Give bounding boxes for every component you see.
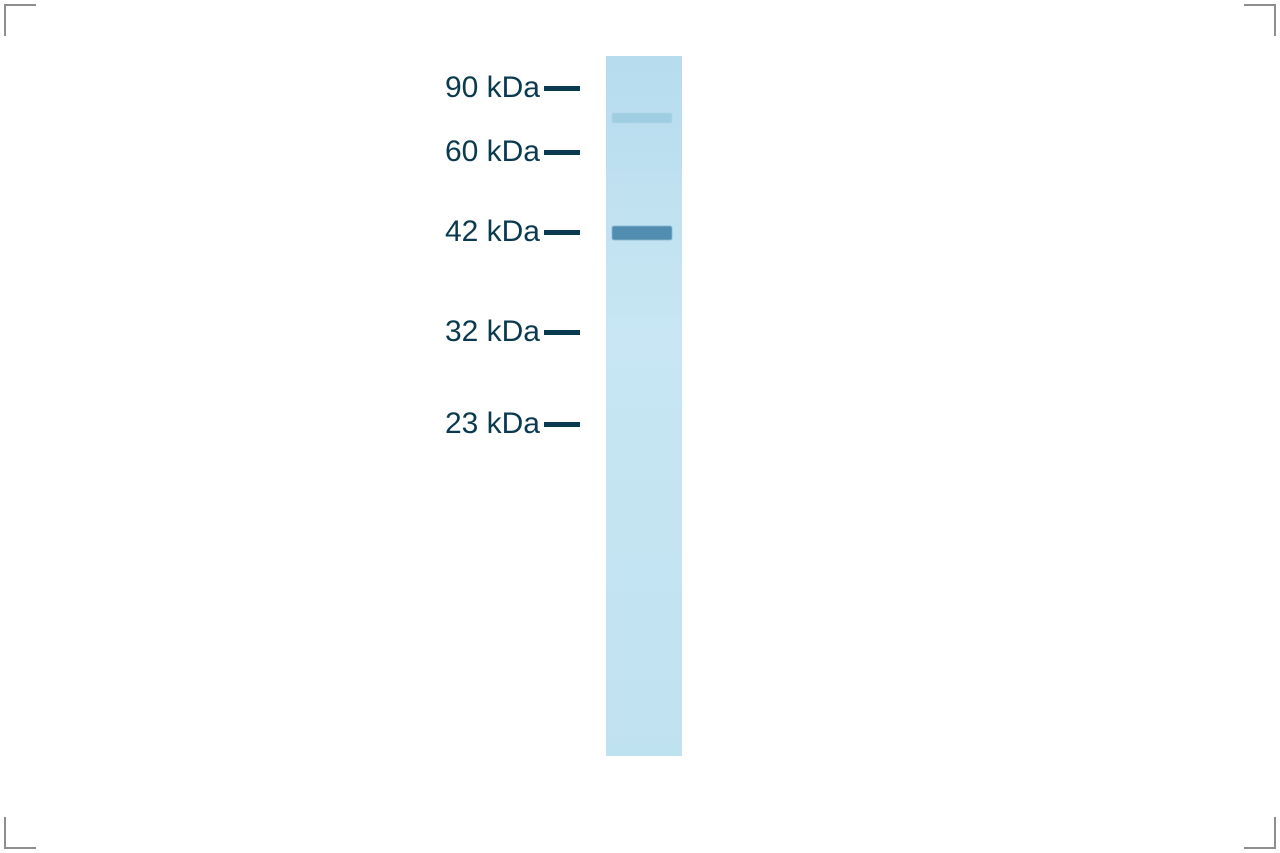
mw-marker-1: 60 kDa [445,137,580,167]
mw-marker-tick [544,230,580,235]
blot-band-1 [612,113,672,123]
mw-marker-tick [544,150,580,155]
mw-marker-label: 60 kDa [445,135,542,169]
mw-marker-label: 42 kDa [445,215,542,249]
blot-stage: 90 kDa 60 kDa 42 kDa 32 kDa 23 kDa [0,0,1280,853]
mw-marker-label: 32 kDa [445,315,542,349]
frame-corner-tl [4,4,36,36]
mw-marker-3: 32 kDa [445,317,580,347]
mw-marker-2: 42 kDa [445,217,580,247]
mw-marker-label: 23 kDa [445,407,542,441]
frame-corner-br [1244,817,1276,849]
mw-marker-4: 23 kDa [445,409,580,439]
mw-marker-tick [544,330,580,335]
frame-corner-bl [4,817,36,849]
mw-marker-0: 90 kDa [445,73,580,103]
blot-band-0 [612,226,672,240]
blot-lane [606,56,682,756]
mw-marker-label: 90 kDa [445,71,542,105]
mw-marker-tick [544,86,580,91]
mw-marker-tick [544,422,580,427]
frame-corner-tr [1244,4,1276,36]
